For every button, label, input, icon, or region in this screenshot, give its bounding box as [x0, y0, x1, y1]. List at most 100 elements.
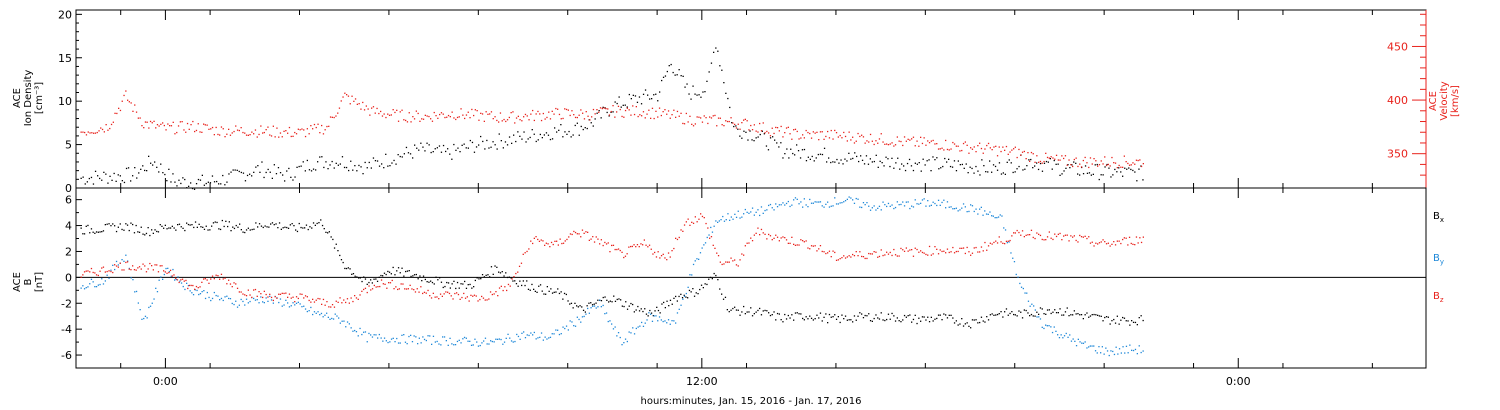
bz-point	[636, 244, 639, 246]
by-point	[278, 301, 280, 304]
bz-point	[1130, 242, 1132, 245]
bz-point	[321, 303, 323, 305]
bz-point	[97, 274, 99, 277]
bz-point	[893, 248, 895, 251]
bz-point	[481, 295, 483, 298]
by-point	[130, 277, 132, 279]
by-point	[573, 325, 575, 327]
density-point	[438, 145, 441, 147]
bz-point	[1091, 241, 1093, 243]
density-point	[1030, 158, 1032, 161]
bx-point	[964, 323, 966, 325]
bz-point	[208, 282, 210, 284]
velocity-point	[996, 155, 999, 157]
velocity-point	[830, 129, 832, 132]
bx-point	[751, 315, 754, 317]
bz-point	[530, 240, 532, 242]
bx-point	[498, 271, 500, 273]
velocity-point	[565, 108, 568, 111]
bottom-panel-frame	[75, 187, 1427, 369]
velocity-point	[716, 125, 718, 127]
bz-point	[889, 251, 891, 254]
density-point	[463, 143, 465, 145]
density-point	[343, 166, 346, 169]
by-point	[565, 325, 568, 327]
by-point	[848, 196, 850, 198]
velocity-point	[591, 116, 593, 118]
density-point	[574, 124, 576, 127]
by-point	[683, 295, 686, 297]
velocity-point	[428, 115, 430, 118]
velocity-point	[1073, 158, 1075, 161]
density-point	[666, 70, 668, 73]
bz-point	[229, 283, 232, 285]
velocity-point	[1018, 148, 1020, 151]
axis-labels: ACE Ion Density [cm⁻³] ACE Velocity [km/s]ACE…	[12, 70, 1461, 293]
bz-point	[891, 254, 893, 257]
velocity-point	[875, 140, 877, 142]
bx-point	[673, 297, 675, 299]
velocity-point	[775, 126, 777, 129]
bz-point	[862, 256, 865, 258]
bx-point	[656, 306, 658, 308]
bx-point	[995, 314, 997, 316]
bx-point	[399, 272, 401, 274]
by-point	[771, 207, 773, 209]
bz-point	[905, 247, 907, 249]
bx-point	[487, 274, 489, 276]
density-point	[861, 159, 864, 161]
density-point	[706, 80, 708, 82]
density-point	[401, 156, 403, 158]
density-point	[115, 180, 117, 182]
velocity-point	[698, 116, 700, 118]
by-point	[155, 287, 157, 289]
density-point	[308, 169, 311, 171]
by-point	[94, 286, 96, 288]
bx-point	[1086, 312, 1088, 314]
bx-point	[1000, 311, 1002, 313]
velocity-point	[132, 110, 134, 112]
velocity-point	[101, 128, 104, 131]
bx-point	[316, 222, 318, 225]
velocity-point	[464, 117, 466, 120]
velocity-point	[1084, 156, 1086, 159]
velocity-point	[371, 107, 373, 109]
density-point	[416, 147, 418, 149]
by-point	[907, 201, 909, 203]
by-point	[137, 302, 139, 304]
bx-point	[126, 224, 129, 226]
bz-point	[283, 292, 285, 295]
density-point	[852, 157, 854, 160]
bx-point	[828, 313, 831, 316]
velocity-point	[380, 110, 382, 113]
velocity-point	[1100, 160, 1102, 162]
bx-point	[345, 267, 348, 270]
velocity-point	[321, 124, 323, 127]
bx-point	[546, 286, 548, 288]
bx-point	[1073, 310, 1075, 312]
velocity-point	[1104, 156, 1106, 158]
by-point	[704, 242, 707, 244]
bz-point	[1080, 236, 1083, 238]
bz-point	[368, 285, 370, 287]
velocity-point	[430, 118, 432, 120]
density-point	[222, 174, 224, 177]
velocity-point	[655, 110, 657, 112]
velocity-point	[449, 116, 451, 118]
bx-point	[787, 314, 789, 317]
by-point	[493, 341, 495, 343]
velocity-point	[1038, 161, 1040, 163]
velocity-point	[521, 120, 523, 122]
bz-point	[535, 236, 537, 238]
velocity-point	[734, 123, 736, 126]
density-point	[1065, 167, 1067, 169]
bz-point	[171, 275, 173, 277]
by-point	[507, 333, 509, 335]
bz-point	[389, 282, 392, 284]
velocity-point	[415, 110, 417, 112]
by-point	[1113, 353, 1116, 356]
bz-point	[623, 256, 625, 259]
by-point	[648, 312, 650, 314]
velocity-point	[211, 126, 214, 129]
by-point	[442, 336, 444, 338]
